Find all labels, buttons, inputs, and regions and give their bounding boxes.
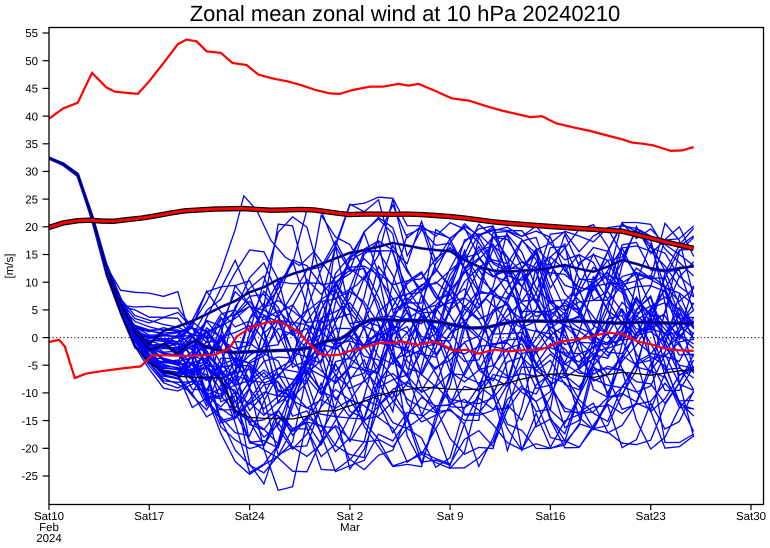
- svg-text:-5: -5: [28, 360, 38, 372]
- svg-text:45: 45: [25, 84, 38, 96]
- svg-text:Sat30: Sat30: [736, 511, 766, 523]
- svg-text:[m/s]: [m/s]: [4, 254, 16, 279]
- svg-text:40: 40: [25, 111, 38, 123]
- svg-text:10: 10: [25, 277, 38, 289]
- svg-text:-15: -15: [21, 416, 38, 428]
- svg-text:Mar: Mar: [340, 522, 360, 534]
- svg-text:25: 25: [25, 194, 38, 206]
- svg-text:50: 50: [25, 56, 38, 68]
- svg-text:Sat24: Sat24: [235, 511, 266, 523]
- svg-text:Sat10: Sat10: [34, 511, 64, 523]
- svg-text:55: 55: [25, 28, 38, 40]
- svg-text:-25: -25: [21, 471, 38, 483]
- svg-text:15: 15: [25, 250, 38, 262]
- svg-text:5: 5: [32, 305, 38, 317]
- svg-text:-10: -10: [21, 388, 38, 400]
- svg-text:Sat 2: Sat 2: [336, 511, 363, 523]
- svg-text:Sat17: Sat17: [134, 511, 164, 523]
- svg-text:30: 30: [25, 167, 38, 179]
- svg-text:35: 35: [25, 139, 38, 151]
- svg-text:Sat16: Sat16: [535, 511, 565, 523]
- svg-text:Feb: Feb: [39, 522, 59, 534]
- svg-text:20: 20: [25, 222, 38, 234]
- svg-text:0: 0: [32, 333, 38, 345]
- svg-text:-20: -20: [21, 444, 38, 456]
- svg-text:Sat23: Sat23: [636, 511, 666, 523]
- svg-text:2024: 2024: [36, 533, 62, 545]
- svg-text:Sat 9: Sat 9: [437, 511, 464, 523]
- svg-text:Zonal mean zonal wind at 10 hP: Zonal mean zonal wind at 10 hPa 20240210: [190, 1, 621, 26]
